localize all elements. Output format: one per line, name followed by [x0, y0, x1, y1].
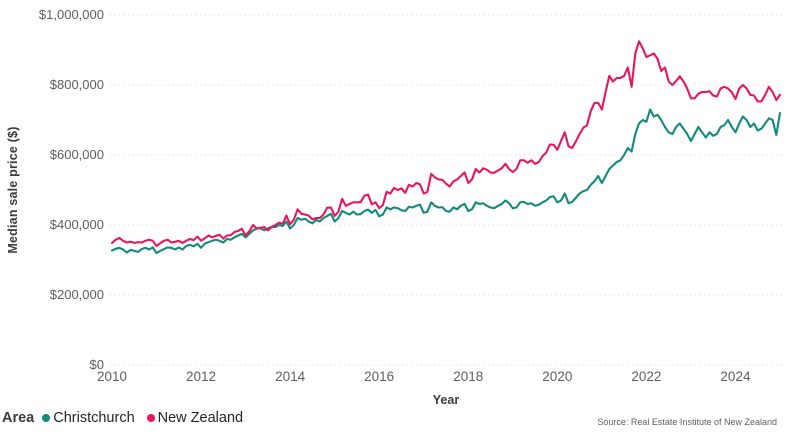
legend-item-christchurch[interactable]: Christchurch — [42, 410, 135, 426]
y-tick-label: $800,000 — [49, 77, 104, 92]
y-tick-label: $600,000 — [49, 147, 104, 162]
x-tick-label: 2010 — [96, 369, 128, 384]
source-note: Source: Real Estate Institute of New Zea… — [597, 417, 777, 427]
x-tick-label: 2022 — [631, 369, 662, 384]
x-axis-title: Year — [432, 393, 460, 407]
series-line-new-zealand — [110, 40, 782, 248]
y-tick-label: $1,000,000 — [38, 7, 104, 22]
x-tick-label: 2016 — [364, 369, 395, 384]
x-tick-label: 2018 — [453, 369, 484, 384]
y-axis-title: Median sale price ($) — [6, 126, 20, 254]
legend: Area Christchurch New Zealand — [2, 410, 255, 426]
legend-label-new-zealand: New Zealand — [157, 410, 244, 426]
series-line-christchurch — [110, 108, 782, 255]
x-tick-label: 2014 — [275, 369, 306, 384]
x-tick-label: 2024 — [720, 369, 751, 384]
legend-dot-new-zealand — [146, 414, 155, 422]
legend-dot-christchurch — [42, 414, 51, 422]
legend-item-new-zealand[interactable]: New Zealand — [146, 410, 244, 426]
x-tick-label: 2012 — [186, 369, 217, 384]
legend-label-christchurch: Christchurch — [53, 410, 135, 426]
legend-title: Area — [2, 410, 35, 426]
y-tick-label: $0 — [89, 357, 104, 372]
x-tick-label: 2020 — [542, 369, 573, 384]
y-tick-label: $400,000 — [49, 217, 104, 232]
y-tick-label: $200,000 — [49, 287, 104, 302]
